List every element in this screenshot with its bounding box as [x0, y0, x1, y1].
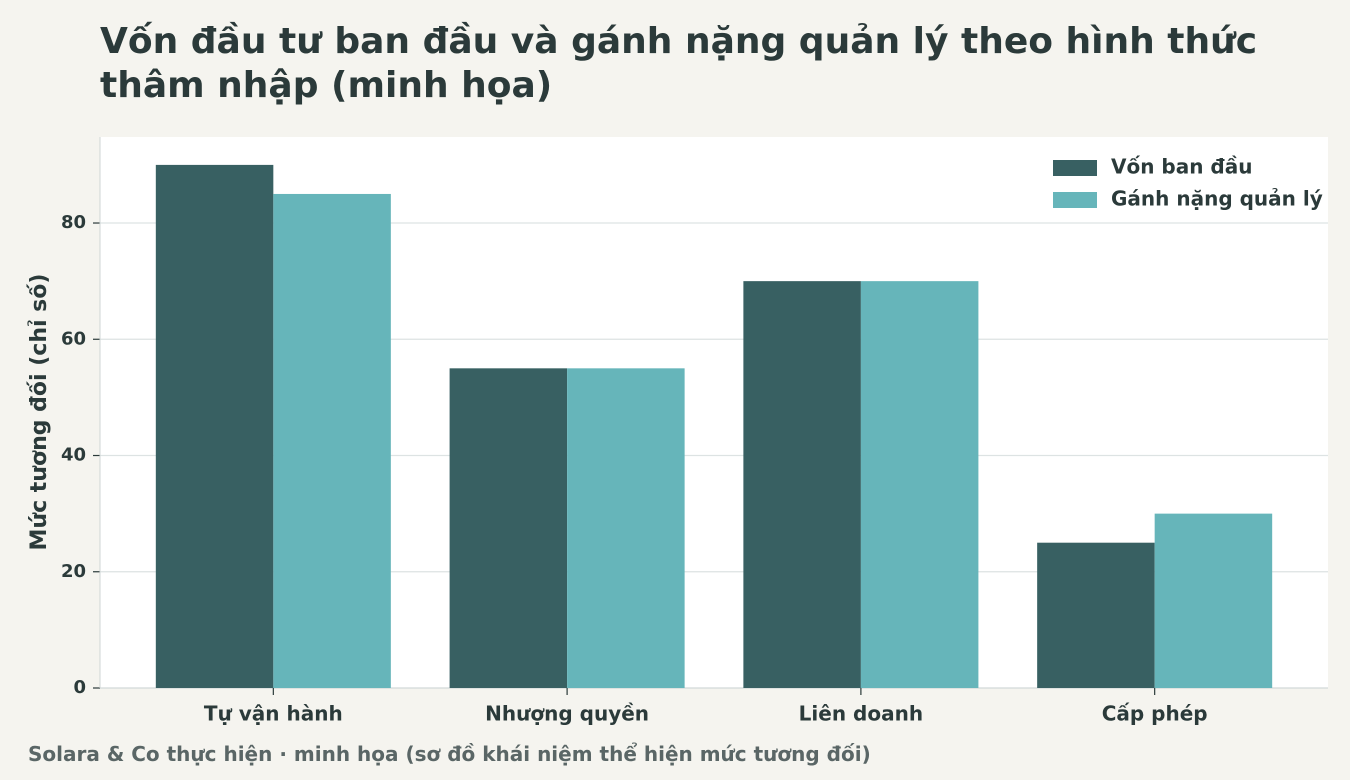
y-tick-label: 80	[61, 212, 86, 233]
bar	[449, 368, 568, 688]
y-tick-label: 60	[61, 328, 86, 349]
bar	[567, 368, 685, 688]
bar	[743, 281, 861, 688]
footer: Solara & Co thực hiện · minh họa (sơ đồ …	[28, 742, 871, 766]
y-tick-label: 40	[61, 445, 86, 466]
legend-label: Gánh nặng quản lý	[1111, 187, 1323, 211]
chart-title: Vốn đầu tư ban đầu và gánh nặng quản lý …	[100, 21, 1258, 106]
bar	[860, 281, 979, 688]
x-tick-label: Tự vận hành	[204, 702, 343, 726]
legend-swatch	[1053, 192, 1097, 208]
legend-swatch	[1053, 160, 1097, 176]
bar	[1037, 542, 1155, 688]
y-tick-label: 0	[73, 677, 86, 698]
bar	[1154, 513, 1273, 688]
y-tick-label: 20	[61, 561, 86, 582]
x-tick-label: Liên doanh	[799, 702, 923, 726]
y-axis-label: Mức tương đối (chỉ số)	[27, 274, 52, 551]
bar	[273, 193, 391, 689]
bar	[155, 164, 274, 688]
legend-label: Vốn ban đầu	[1111, 155, 1252, 179]
x-tick-label: Nhượng quyền	[485, 702, 649, 726]
x-tick-label: Cấp phép	[1102, 702, 1208, 726]
